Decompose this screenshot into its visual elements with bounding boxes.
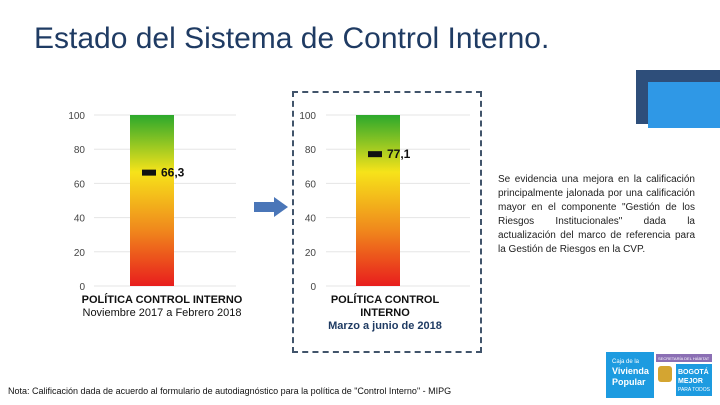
chart-left: 0 20 40 60 80 100 66,3 — [68, 111, 236, 293]
chart-left-y-tick: 0 — [79, 282, 85, 293]
chart-right-y-tick: 60 — [305, 179, 317, 190]
svg-text:SECRETARÍA DEL HÁBITAT: SECRETARÍA DEL HÁBITAT — [658, 356, 710, 361]
chart-right-y-tick: 80 — [305, 145, 317, 156]
chart-right-y-tick: 20 — [305, 248, 317, 259]
chart-left-caption-period: Noviembre 2017 a Febrero 2018 — [82, 307, 242, 319]
svg-text:Caja de la: Caja de la — [612, 359, 640, 365]
chart-right-y-tick: 0 — [310, 282, 316, 293]
chart-right-caption: POLÍTICA CONTROL INTERNO Marzo a junio d… — [310, 294, 460, 333]
chart-left-caption: POLÍTICA CONTROL INTERNO Noviembre 2017 … — [72, 294, 252, 320]
highlight-dashed-frame — [292, 91, 482, 353]
right-arrow-icon — [254, 197, 288, 217]
chart-left-y-tick: 20 — [74, 248, 86, 259]
chart-right-y-tick: 40 — [305, 214, 317, 225]
svg-text:MEJOR: MEJOR — [678, 378, 703, 385]
chart-left-y-tick: 100 — [68, 111, 85, 122]
chart-left-caption-title: POLÍTICA CONTROL INTERNO — [81, 294, 243, 306]
chart-right-bar — [356, 115, 400, 286]
chart-right-value-label: 77,1 — [387, 147, 411, 161]
chart-right-y-tick: 100 — [299, 111, 316, 122]
cvp-logo: Caja de la Vivienda Popular SECRETARÍA D… — [606, 352, 712, 398]
footnote: Nota: Calificación dada de acuerdo al fo… — [8, 386, 452, 396]
chart-left-y-tick: 60 — [74, 179, 86, 190]
chart-right-caption-period: Marzo a junio de 2018 — [328, 320, 442, 332]
chart-left-y-tick: 80 — [74, 145, 86, 156]
description-text: Se evidencia una mejora en la calificaci… — [498, 174, 695, 255]
page-title: Estado del Sistema de Control Interno. — [34, 22, 550, 55]
chart-right-caption-title: POLÍTICA CONTROL INTERNO — [330, 294, 440, 319]
svg-text:Vivienda: Vivienda — [612, 366, 650, 376]
chart-right: 0 20 40 60 80 100 77,1 — [299, 111, 470, 293]
chart-left-y-tick: 40 — [74, 214, 86, 225]
svg-text:PARA TODOS: PARA TODOS — [678, 387, 711, 393]
svg-text:BOGOTÁ: BOGOTÁ — [678, 367, 709, 376]
chart-left-bar — [130, 115, 174, 286]
svg-text:Popular: Popular — [612, 377, 646, 387]
chart-left-value-label: 66,3 — [161, 166, 185, 180]
corner-accent — [648, 82, 720, 128]
chart-left-value-marker — [142, 169, 156, 176]
chart-right-value-marker — [368, 151, 382, 158]
